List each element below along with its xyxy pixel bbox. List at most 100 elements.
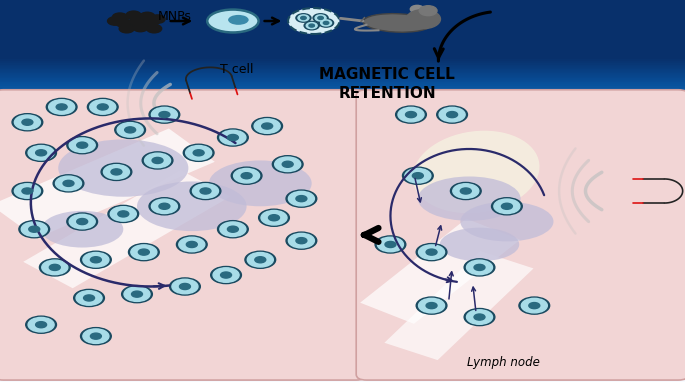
Circle shape	[49, 264, 60, 270]
Circle shape	[143, 19, 158, 27]
Circle shape	[315, 15, 326, 21]
Circle shape	[426, 303, 437, 309]
Circle shape	[406, 10, 440, 29]
Circle shape	[42, 260, 68, 275]
Circle shape	[116, 19, 131, 27]
Circle shape	[53, 175, 84, 192]
Circle shape	[90, 257, 101, 263]
Circle shape	[69, 214, 95, 229]
Circle shape	[460, 188, 471, 194]
Circle shape	[298, 15, 309, 21]
Circle shape	[12, 114, 42, 131]
Circle shape	[122, 286, 152, 303]
Circle shape	[129, 244, 159, 261]
Circle shape	[111, 169, 122, 175]
Circle shape	[47, 99, 77, 115]
Ellipse shape	[288, 8, 340, 34]
Circle shape	[22, 188, 33, 194]
Circle shape	[118, 211, 129, 217]
Circle shape	[319, 19, 334, 27]
Ellipse shape	[460, 202, 553, 241]
Circle shape	[288, 191, 314, 206]
Circle shape	[186, 241, 197, 248]
Circle shape	[88, 99, 118, 115]
FancyBboxPatch shape	[356, 90, 685, 380]
Text: Lymph node: Lymph node	[467, 356, 540, 369]
Circle shape	[67, 213, 97, 230]
Ellipse shape	[418, 176, 521, 221]
Circle shape	[21, 222, 47, 236]
Circle shape	[321, 20, 332, 26]
Circle shape	[159, 203, 170, 209]
Circle shape	[419, 298, 445, 313]
Polygon shape	[384, 251, 534, 360]
Circle shape	[419, 6, 437, 16]
Circle shape	[56, 104, 67, 110]
Circle shape	[145, 153, 171, 168]
Circle shape	[132, 291, 142, 297]
Circle shape	[28, 317, 54, 332]
Circle shape	[126, 11, 141, 19]
Ellipse shape	[58, 139, 188, 197]
Circle shape	[108, 17, 123, 25]
Circle shape	[286, 190, 316, 207]
Circle shape	[323, 21, 329, 24]
Circle shape	[142, 152, 173, 169]
Circle shape	[403, 167, 433, 184]
Circle shape	[241, 173, 252, 179]
Text: T cell: T cell	[220, 63, 253, 76]
Circle shape	[77, 219, 88, 225]
Circle shape	[149, 106, 179, 123]
Ellipse shape	[207, 10, 258, 32]
Circle shape	[67, 137, 97, 154]
Polygon shape	[0, 128, 215, 238]
Ellipse shape	[41, 211, 123, 248]
Circle shape	[227, 134, 238, 141]
Circle shape	[119, 24, 134, 33]
Circle shape	[286, 232, 316, 249]
Polygon shape	[360, 219, 520, 324]
Circle shape	[190, 183, 221, 199]
Circle shape	[313, 14, 328, 22]
Circle shape	[81, 328, 111, 345]
Circle shape	[101, 163, 132, 180]
Ellipse shape	[412, 131, 540, 213]
Circle shape	[405, 168, 431, 183]
Circle shape	[177, 236, 207, 253]
Circle shape	[247, 253, 273, 267]
Circle shape	[12, 183, 42, 199]
Circle shape	[466, 260, 493, 275]
Circle shape	[410, 5, 424, 13]
Circle shape	[152, 157, 163, 163]
Circle shape	[426, 249, 437, 255]
Circle shape	[453, 184, 479, 198]
Circle shape	[26, 316, 56, 333]
Circle shape	[108, 206, 138, 222]
Circle shape	[138, 249, 149, 255]
Ellipse shape	[137, 181, 247, 231]
Circle shape	[398, 107, 424, 122]
Circle shape	[14, 184, 40, 198]
Circle shape	[519, 297, 549, 314]
Circle shape	[83, 329, 109, 343]
Circle shape	[84, 295, 95, 301]
Circle shape	[55, 176, 82, 191]
Circle shape	[14, 115, 40, 129]
Text: MAGNETIC CELL
RETENTION: MAGNETIC CELL RETENTION	[319, 67, 455, 101]
Circle shape	[439, 107, 465, 122]
Circle shape	[63, 180, 74, 186]
Circle shape	[252, 118, 282, 134]
Circle shape	[147, 24, 162, 33]
Circle shape	[218, 129, 248, 146]
Circle shape	[124, 287, 150, 301]
Circle shape	[416, 297, 447, 314]
Circle shape	[306, 23, 317, 29]
Circle shape	[254, 119, 280, 133]
Circle shape	[396, 106, 426, 123]
Circle shape	[172, 279, 198, 294]
Circle shape	[117, 123, 143, 137]
Circle shape	[385, 241, 396, 248]
Circle shape	[375, 236, 406, 253]
Ellipse shape	[209, 160, 312, 206]
Circle shape	[151, 107, 177, 122]
